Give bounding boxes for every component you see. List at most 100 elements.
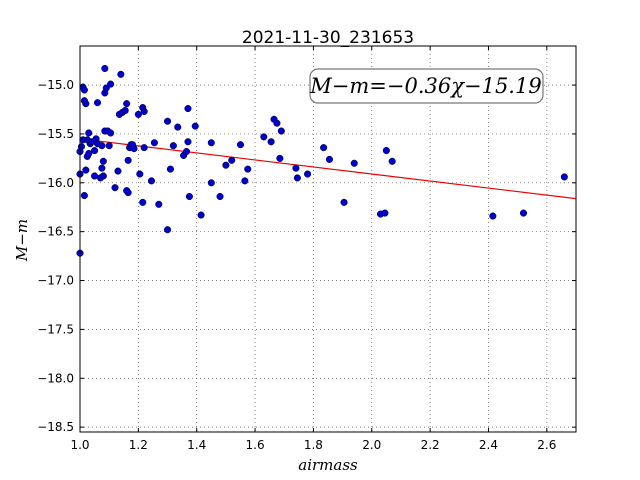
x-tick-label: 2.2 [421, 438, 440, 452]
data-point [241, 177, 249, 185]
data-point [121, 106, 129, 115]
data-point [207, 139, 215, 147]
data-point [277, 127, 285, 135]
data-point [140, 144, 148, 152]
data-point [222, 161, 230, 169]
data-point [93, 99, 102, 107]
data-point [101, 64, 109, 73]
fit-equation: M−m=−0.36χ−15.19 [309, 74, 541, 98]
x-tick-label: 1.6 [246, 438, 265, 452]
annotation-box [309, 68, 544, 104]
x-tick-label: 2.4 [479, 438, 498, 452]
data-point [123, 100, 131, 108]
data-point [169, 142, 177, 150]
data-point [174, 123, 182, 131]
x-tick-label: 2.6 [537, 438, 556, 452]
data-point [489, 212, 497, 220]
x-axis-label: airmass [298, 456, 358, 474]
data-point [382, 147, 390, 155]
x-tick-label: 1.0 [70, 438, 89, 452]
data-point [82, 166, 90, 174]
data-point [236, 141, 245, 149]
y-tick-label: −16.5 [37, 225, 74, 239]
data-point [134, 110, 142, 118]
data-point [388, 157, 396, 165]
data-point [82, 100, 90, 108]
data-point [325, 155, 334, 163]
data-point [276, 154, 284, 162]
data-point [182, 147, 191, 156]
data-point [184, 104, 192, 113]
data-point [519, 209, 528, 217]
y-tick-label: −17.0 [37, 274, 74, 288]
data-point [99, 172, 107, 180]
data-point [150, 139, 158, 147]
data-point [197, 211, 205, 219]
data-point [124, 189, 132, 197]
data-point [77, 143, 86, 151]
y-axis-label: M−m [13, 219, 31, 262]
data-point [304, 170, 312, 178]
x-tick-labels: 1.0 1.2 1.4 1.6 1.8 2.0 2.2 2.4 2.6 [70, 438, 556, 452]
data-point [99, 157, 107, 165]
tick-marks [79, 46, 576, 432]
y-tick-label: −16.0 [37, 176, 74, 190]
data-point [139, 198, 147, 206]
y-tick-label: −18.0 [37, 371, 74, 385]
plot-area [80, 46, 576, 432]
data-point [105, 142, 113, 150]
data-point [111, 184, 119, 192]
data-point [107, 129, 115, 137]
axes-frame [79, 45, 577, 433]
x-tick-label: 1.4 [187, 438, 206, 452]
data-point [80, 191, 88, 200]
fit-annotation: M−m=−0.36χ−15.19 [309, 68, 544, 104]
data-point [114, 167, 122, 175]
data-point [117, 70, 125, 78]
data-point [163, 226, 172, 234]
x-tick-label: 1.8 [304, 438, 323, 452]
data-point [140, 107, 148, 116]
data-point [124, 156, 132, 164]
data-point [350, 159, 358, 167]
y-tick-labels: −15.0 −15.5 −16.0 −16.5 −17.0 −17.5 −18.0 −18.5 [37, 78, 74, 434]
data-point [320, 144, 328, 152]
data-point [292, 164, 300, 172]
data-point [80, 86, 88, 94]
data-point [85, 129, 93, 137]
data-point [267, 138, 275, 146]
x-tick-label: 2.0 [362, 438, 381, 452]
data-point [155, 200, 163, 208]
x-tick-label: 1.2 [129, 438, 148, 452]
data-point [191, 122, 199, 130]
data-point [273, 119, 281, 127]
y-tick-label: −17.5 [37, 322, 74, 336]
chart-title: 2021-11-30_231653 [242, 28, 414, 48]
data-point [166, 165, 174, 173]
data-point [207, 179, 215, 187]
data-point [381, 209, 389, 217]
data-point [185, 192, 193, 201]
data-point [228, 156, 236, 164]
data-point [136, 170, 144, 178]
y-tick-label: −18.5 [37, 420, 74, 434]
data-point [107, 80, 115, 88]
y-tick-label: −15.5 [37, 127, 74, 141]
data-point [184, 138, 192, 146]
data-point [293, 174, 301, 182]
data-point [163, 117, 172, 125]
data-point [260, 133, 268, 141]
data-point [130, 145, 138, 153]
data-point [147, 177, 156, 185]
data-point [85, 149, 93, 158]
y-tick-label: −15.0 [37, 78, 74, 92]
data-point [98, 164, 106, 172]
data-point [244, 165, 252, 173]
data-point [560, 173, 568, 181]
data-point [98, 142, 106, 150]
fit-line [79, 138, 577, 200]
data-point [340, 198, 348, 206]
data-point [91, 147, 99, 155]
data-point [216, 192, 224, 201]
